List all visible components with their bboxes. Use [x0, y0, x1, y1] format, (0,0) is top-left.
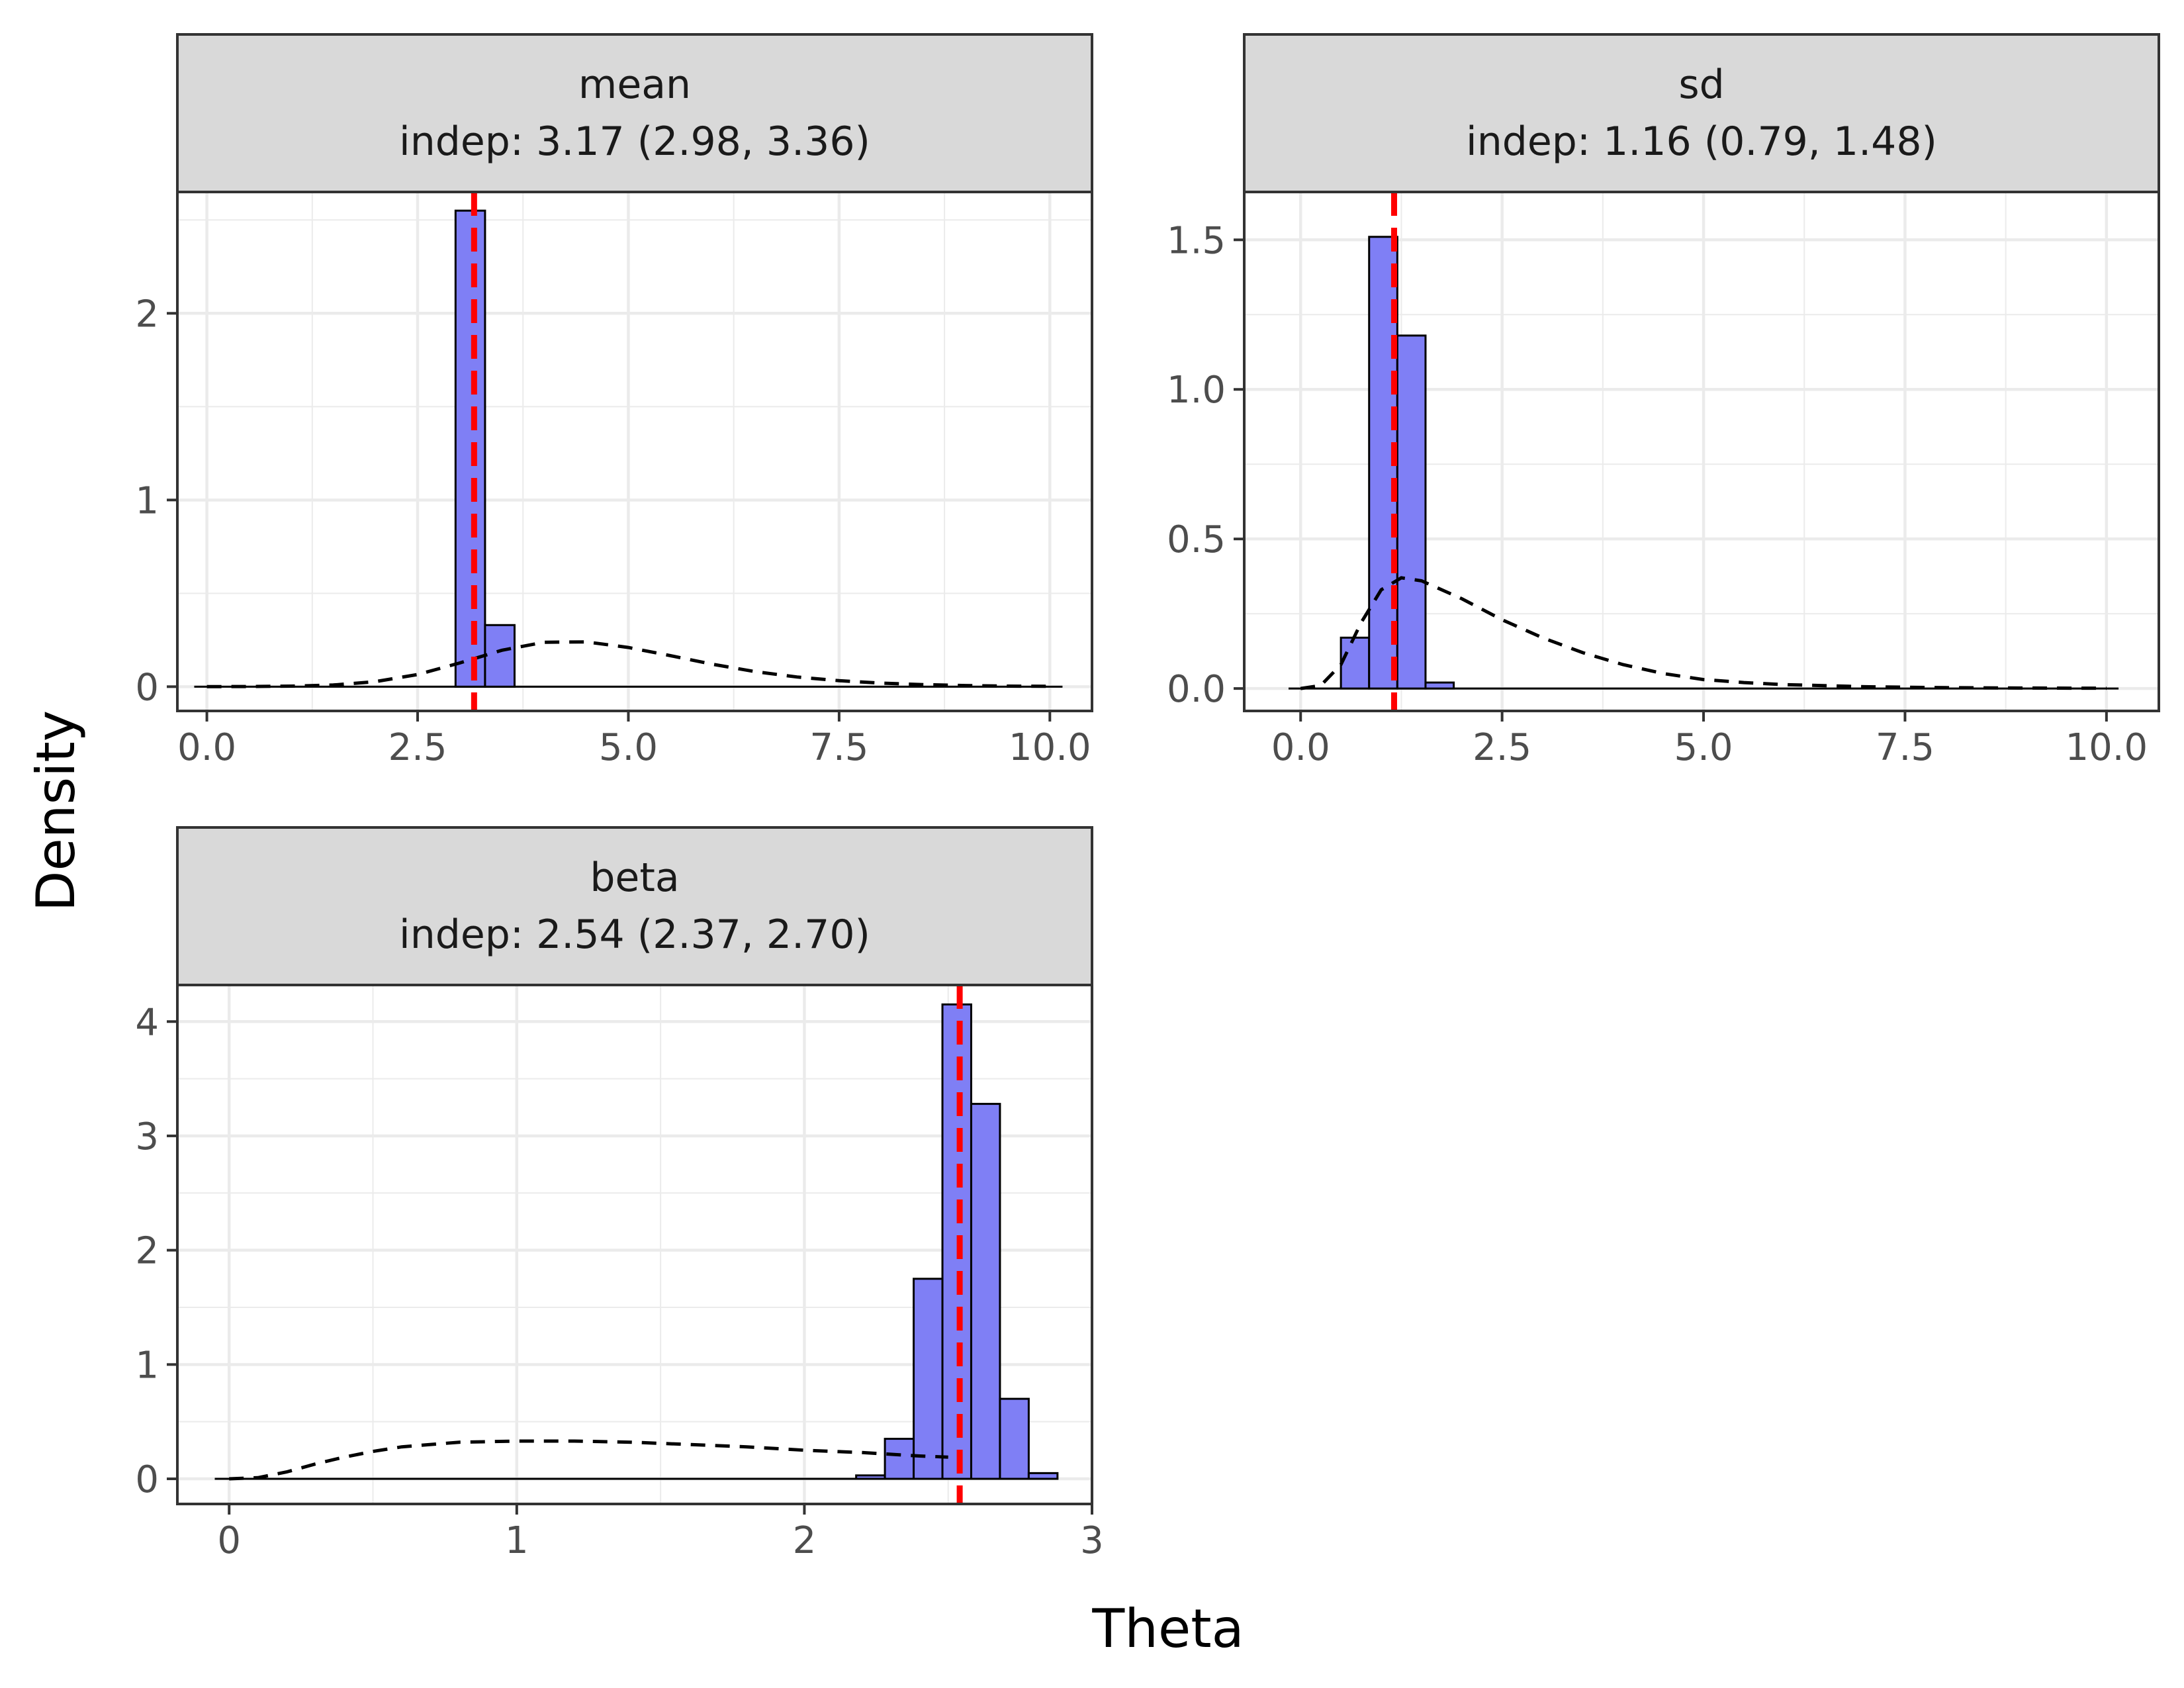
y-ticks-mean: 0 1 2	[135, 293, 177, 709]
histogram-bar	[454, 209, 486, 688]
y-ticks-beta: 0 1 2 3 4	[135, 1001, 177, 1501]
y-tick-label: 2	[135, 293, 159, 336]
x-tick-label: 2.5	[1473, 726, 1531, 769]
histogram-bar	[913, 1278, 944, 1480]
bars-mean	[194, 209, 1063, 688]
x-tick-label: 2.5	[388, 726, 447, 769]
y-tick-label: 0.5	[1167, 518, 1226, 561]
strip-title-mean: mean	[578, 62, 691, 108]
y-tick-label: 1	[135, 479, 159, 522]
y-tick-label: 3	[135, 1115, 159, 1158]
prior-density-curve	[1300, 576, 2107, 690]
histogram-bar	[1424, 681, 1455, 690]
x-tick-label: 5.0	[599, 726, 658, 769]
x-tick-label: 0.0	[177, 726, 236, 769]
y-axis-title: Density	[25, 710, 87, 912]
y-tick-label: 1.0	[1167, 369, 1226, 412]
plot-border-mean	[176, 191, 1093, 712]
x-tick-label: 3	[1080, 1519, 1104, 1562]
bars-sd	[1288, 236, 2119, 690]
x-tick-label: 5.0	[1674, 726, 1733, 769]
panel-mean: mean indep: 3.17 (2.98, 3.36) 0.0 2.5 5.0 7…	[135, 33, 1093, 769]
histogram-bar	[1027, 1472, 1059, 1480]
y-tick-label: 2	[135, 1230, 159, 1273]
histogram-bar	[855, 1474, 886, 1480]
histogram-bar	[484, 624, 516, 688]
y-tick-label: 0	[135, 666, 159, 709]
histogram-bar	[884, 1438, 915, 1480]
x-tick-label: 0	[217, 1519, 241, 1562]
prior-density-curve	[206, 640, 1050, 688]
x-axis-title: Theta	[1091, 1598, 1244, 1660]
strip-title-sd: sd	[1678, 62, 1724, 108]
y-tick-label: 1.5	[1167, 219, 1226, 262]
overlay-beta	[229, 985, 963, 1504]
strip-title-beta: beta	[590, 855, 679, 901]
panel-beta: beta indep: 2.54 (2.37, 2.70) 0 1 2 3 0 1 2 3 4	[135, 826, 1104, 1562]
x-tick-label: 10.0	[1009, 726, 1091, 769]
strip-subtitle-sd: indep: 1.16 (0.79, 1.48)	[1466, 118, 1937, 165]
overlay-mean	[206, 192, 1050, 711]
x-tick-label: 7.5	[809, 726, 868, 769]
x-tick-label: 7.5	[1876, 726, 1934, 769]
strip-subtitle-mean: indep: 3.17 (2.98, 3.36)	[399, 118, 870, 165]
grid-mean	[177, 192, 1092, 711]
x-tick-label: 2	[793, 1519, 817, 1562]
strip-background-mean	[176, 33, 1093, 193]
y-tick-label: 4	[135, 1001, 159, 1044]
strip-subtitle-beta: indep: 2.54 (2.37, 2.70)	[399, 912, 870, 958]
plot-border-beta	[176, 984, 1093, 1505]
strip-background-beta	[176, 826, 1093, 986]
histogram-bar	[970, 1103, 1001, 1480]
x-tick-label: 10.0	[2066, 726, 2148, 769]
plot-border-sd	[1243, 191, 2160, 712]
histogram-bar	[1396, 334, 1427, 690]
y-tick-label: 0.0	[1167, 668, 1226, 711]
x-ticks-mean: 0.0 2.5 5.0 7.5 10.0	[177, 711, 1091, 769]
x-ticks-beta: 0 1 2 3	[217, 1504, 1104, 1562]
panel-sd: sd indep: 1.16 (0.79, 1.48) 0.0 2.5 5.0 7.5…	[1167, 33, 2160, 769]
x-tick-label: 1	[505, 1519, 529, 1562]
histogram-bar	[999, 1397, 1030, 1480]
x-tick-label: 0.0	[1271, 726, 1330, 769]
overlay-sd	[1300, 192, 2107, 711]
y-ticks-sd: 0.0 0.5 1.0 1.5	[1167, 219, 1244, 711]
strip-background-sd	[1243, 33, 2160, 193]
histogram-bar	[1340, 636, 1371, 690]
y-tick-label: 0	[135, 1458, 159, 1501]
plot-background	[177, 192, 1092, 711]
x-ticks-sd: 0.0 2.5 5.0 7.5 10.0	[1271, 711, 2148, 769]
prior-density-curve	[229, 1439, 948, 1481]
y-tick-label: 1	[135, 1344, 159, 1387]
grid-beta	[177, 985, 1094, 1504]
